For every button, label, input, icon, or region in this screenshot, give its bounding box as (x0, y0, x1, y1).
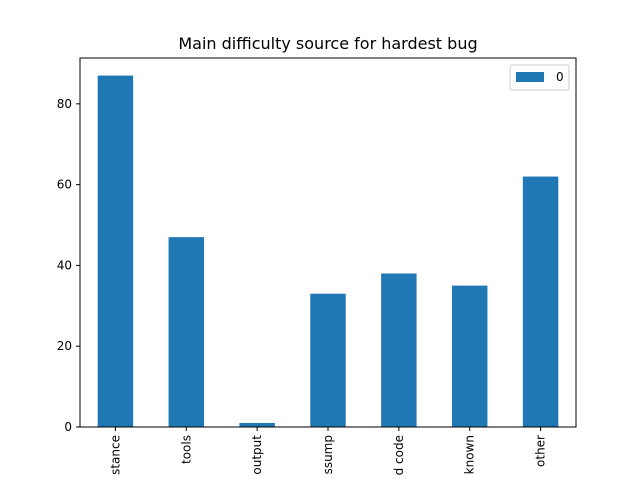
legend-swatch (516, 72, 544, 82)
y-tick-label-1: 20 (57, 339, 72, 353)
x-tick-label-3: ssump (321, 435, 335, 474)
legend-label: 0 (556, 70, 564, 84)
bar-0 (97, 75, 134, 428)
bar-5 (452, 285, 488, 427)
chart-title: Main difficulty source for hardest bug (178, 34, 477, 53)
x-tick-label-5: known (463, 435, 477, 474)
bar-1 (168, 237, 204, 427)
y-tick-label-4: 80 (57, 97, 72, 111)
y-tick-label-2: 40 (57, 258, 72, 272)
x-tick-label-6: other (534, 435, 548, 467)
y-tick-label-0: 0 (64, 420, 72, 434)
bar-6 (522, 176, 559, 427)
y-tick-label-3: 60 (57, 178, 72, 192)
x-tick-label-2: output (250, 435, 264, 475)
bar-2 (239, 422, 275, 427)
bar-3 (310, 293, 346, 427)
x-tick-label-0: stance (108, 435, 122, 475)
bars-group (97, 75, 559, 428)
y-axis: 0 20 40 60 80 (57, 97, 80, 434)
bar-4 (381, 273, 417, 427)
x-tick-label-4: d code (392, 435, 406, 475)
x-tick-label-1: tools (179, 435, 193, 464)
legend: 0 (509, 64, 570, 91)
x-axis: stance tools output ssump d code known other (108, 427, 548, 475)
